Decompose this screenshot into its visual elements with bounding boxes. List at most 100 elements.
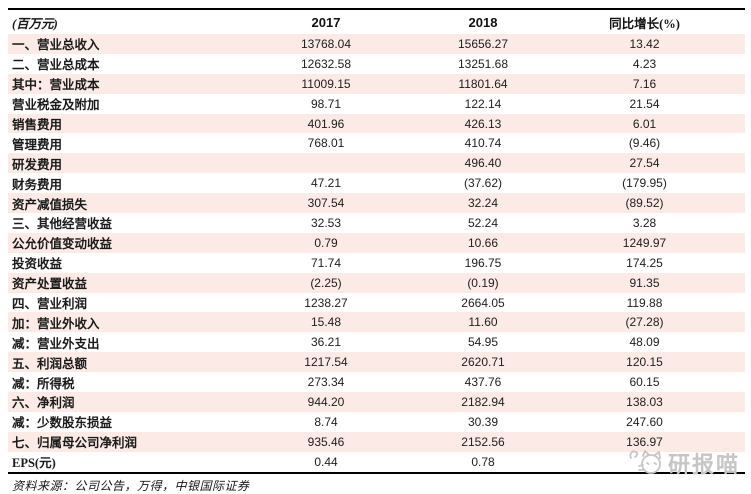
value-yoy: (89.52) <box>625 196 664 211</box>
row-label: 减：营业外支出 <box>12 336 100 351</box>
row-label: 一、营业总收入 <box>12 38 100 53</box>
value-yoy: 174.25 <box>626 255 663 270</box>
cat-logo-icon <box>629 450 661 474</box>
table-row: 七、归属母公司净利润 935.46 2152.56 136.97 <box>8 431 745 452</box>
value-yoy: 13.42 <box>629 36 660 51</box>
row-label: 七、归属母公司净利润 <box>12 436 138 451</box>
table-row: 营业税金及附加 98.71 122.14 21.54 <box>8 94 745 114</box>
value-2018: (0.19) <box>467 275 499 290</box>
value-yoy: 91.35 <box>629 275 660 290</box>
row-label: 加：营业外收入 <box>12 316 100 331</box>
value-2017: 935.46 <box>307 434 345 449</box>
value-2017: 98.71 <box>310 96 342 111</box>
row-label: 研发费用 <box>12 157 63 172</box>
value-2018: 122.14 <box>464 96 502 111</box>
value-2017: 8.74 <box>314 414 338 429</box>
value-2018: 11.60 <box>468 315 498 330</box>
value-yoy: (9.46) <box>628 136 661 151</box>
value-yoy: 4.23 <box>632 56 657 71</box>
value-2018: 13251.68 <box>457 56 509 71</box>
value-2018: 410.74 <box>464 136 502 151</box>
value-2018: 196.75 <box>464 255 502 270</box>
row-label: 减：所得税 <box>12 376 75 391</box>
table-row: 减：所得税 273.34 437.76 60.15 <box>8 372 745 392</box>
table-row: 管理费用 768.01 410.74 (9.46) <box>8 133 745 153</box>
value-2018: 30.39 <box>467 414 499 429</box>
value-2017: 0.44 <box>314 454 338 469</box>
unit-label: (百万元) <box>12 16 58 31</box>
table-row: EPS(元) 0.44 0.78 <box>8 452 745 472</box>
row-label: 二、营业总成本 <box>12 58 100 73</box>
value-yoy: 3.28 <box>632 215 657 230</box>
col-header-2017: 2017 <box>311 14 341 30</box>
table-row: 其中：营业成本 11009.15 11801.64 7.16 <box>8 73 745 94</box>
value-2017: 307.54 <box>307 196 345 211</box>
table-row: 一、营业总收入 13768.04 15656.27 13.42 <box>8 34 745 54</box>
table-row: 减：营业外支出 36.21 54.95 48.09 <box>8 332 745 352</box>
value-yoy: 1249.97 <box>622 235 667 250</box>
value-2017: 273.34 <box>307 375 345 390</box>
table-row: 研发费用 496.40 27.54 <box>8 153 745 174</box>
row-label: 资产减值损失 <box>12 197 88 212</box>
table-row: 财务费用 47.21 (37.62) (179.95) <box>8 173 745 193</box>
value-2018: (37.62) <box>463 176 503 191</box>
value-2017: 15.48 <box>310 315 342 330</box>
row-label: 销售费用 <box>12 118 63 132</box>
value-2018: 15656.27 <box>457 36 509 51</box>
value-2017: 1217.54 <box>304 355 348 370</box>
row-label: 四、营业利润 <box>12 297 88 312</box>
value-2018: 2152.56 <box>461 434 505 449</box>
row-label: 管理费用 <box>12 137 63 152</box>
value-yoy: 119.88 <box>626 295 663 310</box>
value-2018: 496.40 <box>464 156 502 171</box>
value-2018: 11801.64 <box>458 76 508 91</box>
value-2018: 52.24 <box>467 215 499 230</box>
table-row: 三、其他经营收益 32.53 52.24 3.28 <box>8 213 745 233</box>
row-label: EPS(元) <box>12 456 56 471</box>
table-header-row: (百万元) 2017 2018 同比增长(%) <box>8 11 745 33</box>
value-yoy: 120.15 <box>626 355 663 370</box>
row-label: 六、净利润 <box>12 396 75 411</box>
table-row: 加：营业外收入 15.48 11.60 (27.28) <box>8 312 745 333</box>
value-yoy: 48.09 <box>629 335 660 350</box>
value-yoy: 136.97 <box>626 434 663 449</box>
value-2018: 32.24 <box>467 196 499 211</box>
value-2018: 10.66 <box>467 235 499 250</box>
table-body: 一、营业总收入 13768.04 15656.27 13.42 二、营业总成本 12632… <box>8 34 745 472</box>
source-note: 资料来源：公司公告，万得，中银国际证券 <box>12 479 250 493</box>
value-2017: 0.79 <box>314 235 338 250</box>
watermark: 研报喵 <box>628 447 740 479</box>
value-2017: 32.53 <box>310 215 342 230</box>
row-label: 财务费用 <box>12 177 63 192</box>
value-2017: 768.01 <box>307 136 345 151</box>
watermark-text: 研报喵 <box>668 452 741 477</box>
value-2017: 47.21 <box>310 176 342 191</box>
table-row: 五、利润总额 1217.54 2620.71 120.15 <box>8 352 745 373</box>
value-2018: 426.13 <box>464 116 502 131</box>
table-row: 投资收益 71.74 196.75 174.25 <box>8 253 745 273</box>
value-yoy: (179.95) <box>622 176 667 191</box>
row-label: 营业税金及附加 <box>12 98 100 113</box>
value-2018: 2620.71 <box>461 355 505 370</box>
col-header-yoy: 同比增长(%) <box>609 16 680 31</box>
row-label: 减：少数股东损益 <box>12 416 113 431</box>
value-yoy: 27.54 <box>629 156 660 171</box>
value-2017: 12632.58 <box>300 56 352 71</box>
table-row: 减：少数股东损益 8.74 30.39 247.60 <box>8 412 745 432</box>
table-row: 资产处置收益 (2.25) (0.19) 91.35 <box>8 272 745 293</box>
value-yoy: 7.16 <box>632 76 657 91</box>
value-2017: 401.96 <box>307 116 345 131</box>
row-label: 其中：营业成本 <box>12 78 100 93</box>
value-yoy: 138.03 <box>626 394 663 409</box>
value-yoy: 60.15 <box>629 375 660 390</box>
row-label: 三、其他经营收益 <box>12 217 113 232</box>
value-2018: 437.76 <box>464 375 502 390</box>
table-bottom-rule <box>8 472 745 474</box>
value-2018: 2182.94 <box>461 394 505 409</box>
table-row: 二、营业总成本 12632.58 13251.68 4.23 <box>8 54 745 74</box>
value-2018: 2664.05 <box>461 295 505 310</box>
value-2017: 36.21 <box>310 335 342 350</box>
value-2017: (2.25) <box>310 275 342 290</box>
row-label: 公允价值变动收益 <box>12 237 113 252</box>
